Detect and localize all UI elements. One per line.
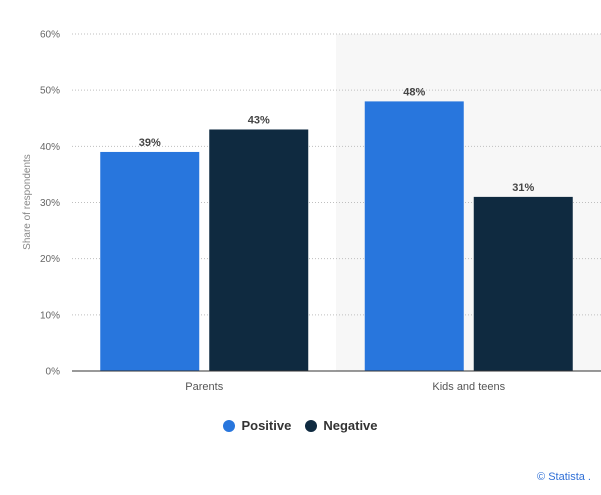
negative-dot-icon <box>305 419 318 432</box>
legend: Positive Negative <box>0 418 601 433</box>
category-label: Kids and teens <box>432 381 505 393</box>
y-axis-title: Share of respondents <box>22 154 33 250</box>
statista-credit-link[interactable]: © Statista . <box>537 471 591 483</box>
bars <box>100 101 573 372</box>
bar-positive-1[interactable] <box>364 101 464 372</box>
category-label: Parents <box>185 381 223 393</box>
y-tick-label: 0% <box>46 367 61 378</box>
legend-label-negative: Negative <box>323 418 378 433</box>
y-tick-label: 60% <box>40 30 60 41</box>
data-label: 48% <box>403 86 425 98</box>
data-labels: 39% 43% 48% 31% <box>139 86 535 193</box>
legend-item-negative[interactable]: Negative <box>305 418 378 433</box>
y-tick-label: 20% <box>40 254 60 265</box>
y-tick-label: 30% <box>40 198 60 209</box>
legend-item-positive[interactable]: Positive <box>223 418 291 433</box>
bar-negative-1[interactable] <box>473 196 573 371</box>
data-label: 39% <box>139 137 161 149</box>
bar-positive-0[interactable] <box>100 151 200 371</box>
y-tick-label: 10% <box>40 310 60 321</box>
y-tick-label: 50% <box>40 86 60 97</box>
positive-dot-icon <box>223 419 236 432</box>
y-tick-label: 40% <box>40 142 60 153</box>
data-label: 31% <box>512 182 534 194</box>
y-axis-ticks: 0% 10% 20% 30% 40% 50% 60% <box>40 30 60 378</box>
bar-negative-0[interactable] <box>209 129 309 371</box>
data-label: 43% <box>248 114 270 126</box>
category-labels: Parents Kids and teens <box>185 381 505 393</box>
gridlines <box>72 33 601 316</box>
legend-label-positive: Positive <box>241 418 292 433</box>
